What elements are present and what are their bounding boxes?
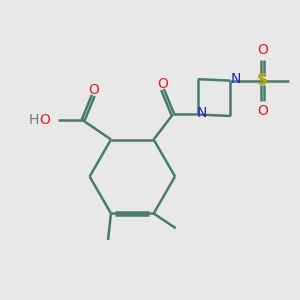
Text: O: O: [88, 83, 99, 97]
Text: O: O: [257, 104, 268, 118]
Text: N: N: [230, 72, 241, 86]
Text: O: O: [157, 76, 168, 91]
Text: O: O: [39, 113, 50, 128]
Text: N: N: [196, 106, 207, 120]
Text: H: H: [28, 113, 39, 128]
Text: S: S: [257, 73, 268, 88]
Text: O: O: [257, 43, 268, 57]
